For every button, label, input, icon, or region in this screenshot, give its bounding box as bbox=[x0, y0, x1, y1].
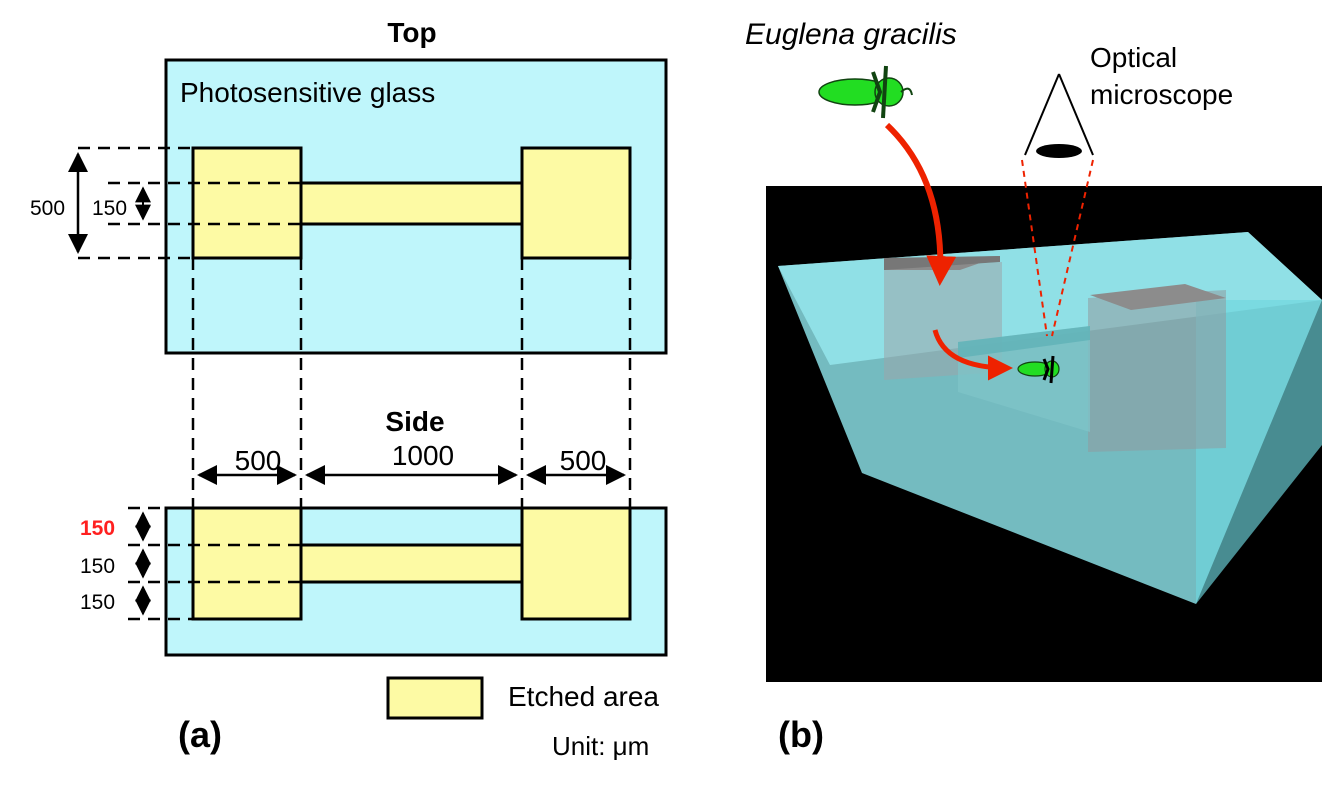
side-channel bbox=[299, 543, 524, 584]
unit-label: Unit: μm bbox=[552, 731, 649, 761]
panel-b: Euglena gracilis Optical microscope bbox=[745, 18, 1322, 755]
glass-label: Photosensitive glass bbox=[180, 77, 435, 108]
microscope-label-line2: microscope bbox=[1090, 79, 1233, 110]
side-dim-v3-label: 150 bbox=[80, 591, 115, 614]
top-left-reservoir bbox=[191, 146, 303, 260]
top-dim-outer-label: 500 bbox=[30, 197, 65, 220]
entry-arrow bbox=[884, 122, 957, 286]
side-dim-mid-label: 1000 bbox=[392, 440, 454, 471]
projection-lines bbox=[191, 258, 632, 508]
euglena-icon bbox=[818, 65, 913, 119]
side-dim-right-label: 500 bbox=[560, 445, 607, 476]
side-view-title: Side bbox=[385, 406, 444, 437]
microscope-icon bbox=[1024, 73, 1094, 158]
legend-label-etched: Etched area bbox=[508, 681, 659, 712]
microscope-label-line1: Optical bbox=[1090, 42, 1177, 73]
side-dimension-lines bbox=[128, 506, 301, 621]
side-left-reservoir bbox=[191, 506, 303, 621]
top-view-title: Top bbox=[387, 17, 436, 48]
side-dim-v1-label: 150 bbox=[80, 517, 115, 540]
top-dimension-lines bbox=[78, 146, 301, 260]
side-dim-left-label: 500 bbox=[235, 445, 282, 476]
top-dim-inner-label: 150 bbox=[92, 197, 127, 220]
panel-a: Top Photosensitive glass 500 150 Side bbox=[30, 17, 668, 761]
organism-label: Euglena gracilis bbox=[745, 18, 957, 51]
legend-swatch-etched bbox=[386, 676, 484, 720]
side-right-reservoir bbox=[520, 506, 632, 621]
observation-cone bbox=[1021, 159, 1094, 337]
top-channel bbox=[299, 181, 524, 226]
panel-a-label: (a) bbox=[178, 714, 222, 755]
channel-arrow bbox=[932, 329, 1013, 381]
top-right-reservoir bbox=[520, 146, 632, 260]
side-dim-v2-label: 150 bbox=[80, 555, 115, 578]
euglena-in-channel-icon bbox=[1017, 355, 1060, 384]
panel-b-label: (b) bbox=[778, 714, 824, 755]
